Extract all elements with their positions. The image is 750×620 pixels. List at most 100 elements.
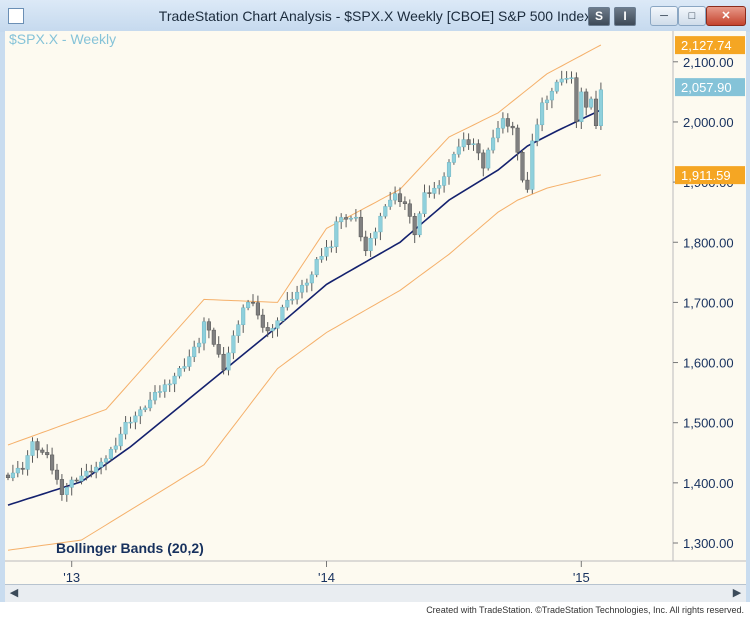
candle (162, 379, 167, 398)
candle (99, 457, 104, 475)
study-label: Bollinger Bands (20,2) (56, 540, 204, 556)
candle (246, 299, 251, 311)
candle (250, 294, 256, 307)
candle (446, 159, 452, 185)
candle (45, 444, 50, 459)
candle (515, 124, 520, 161)
candle (383, 204, 388, 219)
candle (598, 82, 603, 131)
footer-credit: Created with TradeStation. ©TradeStation… (426, 605, 744, 615)
candle (270, 324, 275, 339)
candle (407, 199, 412, 224)
y-tick-label: 1,300.00 (683, 536, 734, 551)
candle (172, 372, 177, 393)
app-icon (8, 8, 24, 24)
info-button[interactable]: I (614, 7, 636, 26)
minimize-icon: ─ (660, 10, 668, 22)
candle (461, 132, 466, 152)
candle (569, 71, 574, 84)
minimize-button[interactable]: ─ (650, 6, 678, 26)
candle (373, 227, 378, 246)
candle (456, 138, 461, 158)
candle (368, 233, 373, 257)
candle (84, 463, 89, 481)
candle (236, 320, 241, 343)
candle (388, 191, 393, 210)
candle (427, 185, 432, 198)
x-tick-label: '15 (573, 570, 590, 584)
candle (123, 416, 128, 440)
candle (221, 347, 226, 375)
x-tick-label: '13 (63, 570, 80, 584)
candle (40, 447, 45, 455)
candle (319, 248, 324, 263)
candle (574, 72, 579, 129)
window-title: TradeStation Chart Analysis - $SPX.X Wee… (158, 8, 592, 24)
candle (226, 346, 231, 376)
candle (353, 209, 358, 222)
candle (549, 87, 554, 109)
symbol-label: $SPX.X - Weekly (9, 31, 116, 47)
candle (554, 79, 559, 94)
candle (500, 112, 505, 134)
candle (397, 187, 403, 208)
candle (471, 138, 476, 151)
candle (103, 455, 109, 471)
candle (393, 186, 398, 205)
candle (417, 211, 422, 238)
price-label-lower: 1,911.59 (675, 166, 745, 185)
candle (138, 406, 143, 425)
candle (10, 464, 15, 482)
candle (304, 278, 309, 293)
candle (64, 482, 69, 502)
price-label-upper: 2,127.74 (675, 36, 745, 55)
candle (143, 405, 148, 413)
candle (201, 317, 207, 351)
candle (437, 180, 442, 195)
candle (339, 213, 344, 229)
candle (579, 87, 584, 129)
price-chart[interactable]: 1,300.00 1,400.00 1,500.00 1,600.00 1,700.00… (5, 31, 746, 584)
candle (113, 437, 118, 453)
candle (299, 279, 305, 299)
bollinger-lower-line (7, 174, 602, 551)
symbol-button[interactable]: S (588, 7, 610, 26)
candle (275, 317, 280, 337)
candle (584, 88, 589, 116)
candle (74, 477, 79, 484)
candle (128, 416, 133, 429)
candle (148, 391, 153, 412)
maximize-icon: □ (688, 10, 696, 22)
bollinger-upper-line (7, 44, 602, 446)
candle (334, 216, 339, 254)
moving-average-line (7, 109, 602, 506)
horizontal-scrollbar[interactable]: ◀ ▶ (5, 584, 746, 602)
y-tick-label: 2,000.00 (683, 115, 734, 130)
title-bar[interactable]: TradeStation Chart Analysis - $SPX.X Wee… (0, 0, 750, 32)
scroll-left-icon[interactable]: ◀ (9, 587, 19, 599)
price-label-last: 2,057.90 (675, 78, 745, 97)
candle (35, 438, 40, 459)
candle (20, 461, 25, 475)
candle (157, 385, 162, 398)
candle (402, 196, 407, 211)
candle (520, 149, 525, 183)
candle (285, 291, 290, 311)
candle (133, 411, 138, 430)
candle (30, 437, 35, 463)
maximize-button[interactable]: □ (678, 6, 706, 26)
candle (314, 256, 319, 278)
svg-text:2,057.90: 2,057.90 (681, 80, 732, 95)
chart-frame: 1,300.00 1,400.00 1,500.00 1,600.00 1,700.00… (5, 31, 746, 584)
candle (177, 365, 182, 379)
y-tick-label: 1,400.00 (683, 476, 734, 491)
y-tick-label: 1,700.00 (683, 295, 734, 310)
candle (324, 239, 329, 261)
candle (412, 212, 417, 244)
candle (197, 337, 202, 354)
candle (481, 149, 486, 177)
scroll-right-icon[interactable]: ▶ (732, 587, 742, 599)
close-button[interactable]: ✕ (706, 6, 746, 26)
candle (344, 214, 349, 228)
candle (260, 308, 265, 333)
